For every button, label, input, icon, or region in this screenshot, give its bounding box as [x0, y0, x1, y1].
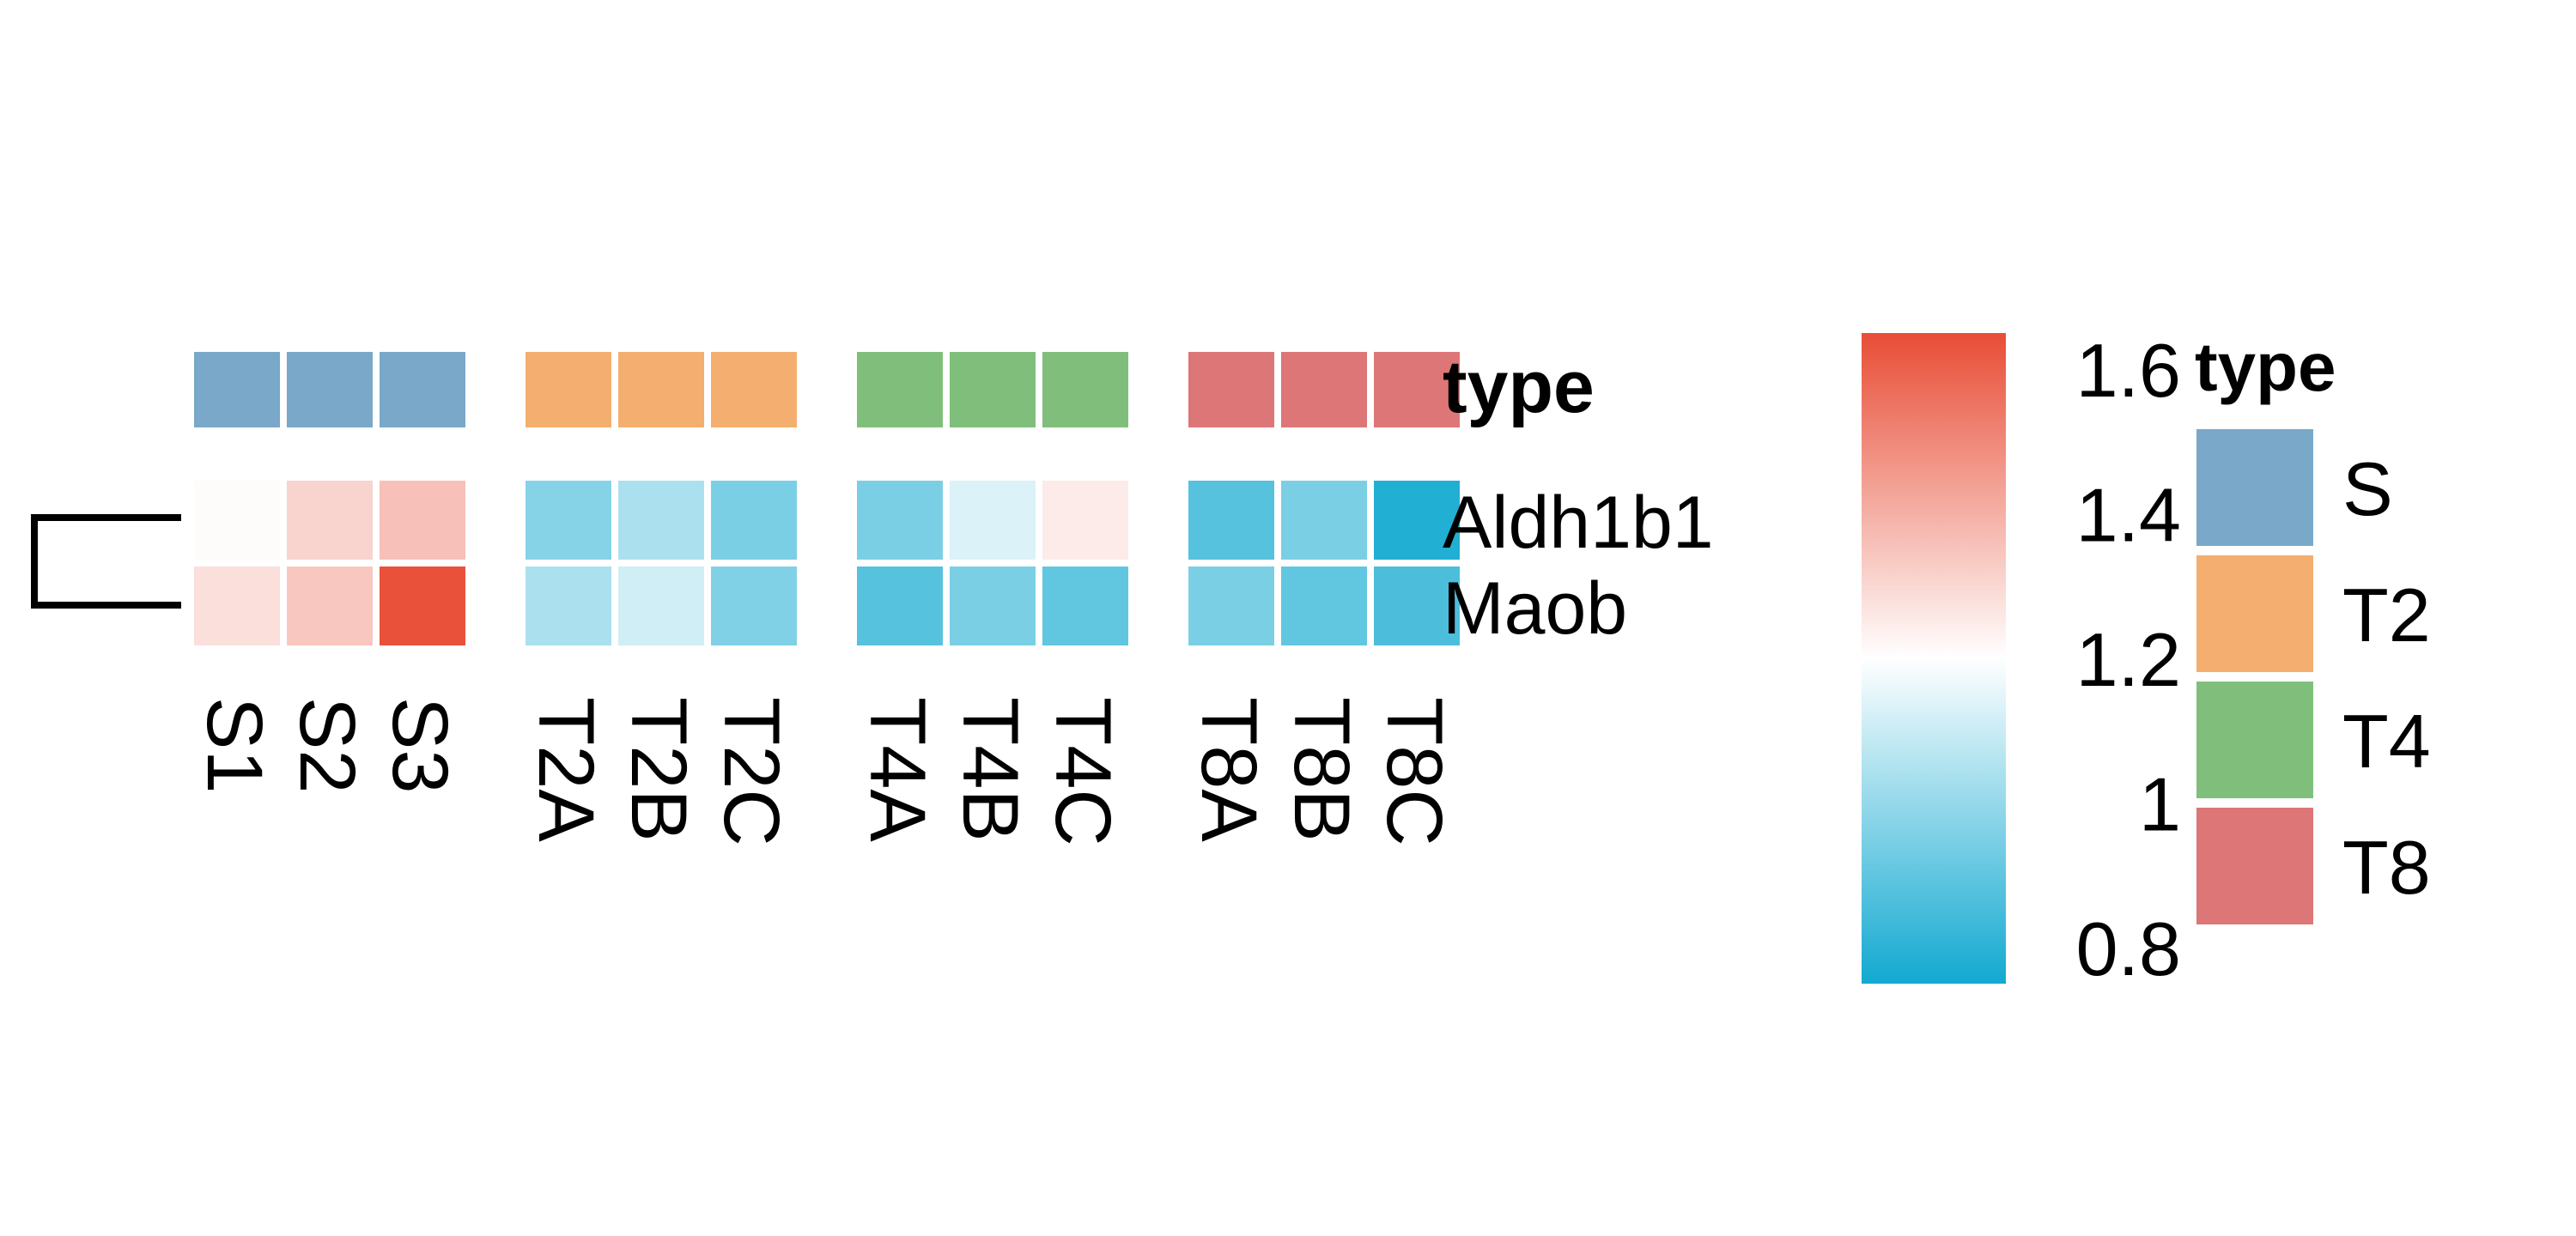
heatmap-cell-maob-s2 — [287, 566, 373, 645]
legend-label-t4: T4 — [2342, 699, 2431, 784]
column-label-t2c: T2C — [708, 697, 795, 846]
column-label-t2a: T2A — [522, 697, 610, 842]
heatmap-cell-aldh1b1-s3 — [380, 481, 465, 560]
heatmap-cell-maob-t2c — [711, 566, 797, 645]
annotation-cell-t8a — [1188, 352, 1274, 427]
annotation-cell-t2b — [618, 352, 704, 427]
annotation-cell-t2a — [526, 352, 611, 427]
heatmap-cell-aldh1b1-t4c — [1042, 481, 1128, 560]
legend-swatch-s — [2196, 429, 2313, 546]
heatmap-cell-maob-t4a — [857, 566, 943, 645]
column-label-t8c: T8C — [1370, 697, 1458, 846]
annotation-cell-s1 — [194, 352, 280, 427]
annotation-cell-t4c — [1042, 352, 1128, 427]
column-label-t8b: T8B — [1278, 697, 1365, 842]
heatmap-cell-aldh1b1-t8a — [1188, 481, 1274, 560]
annotation-cell-s2 — [287, 352, 373, 427]
heatmap-cell-maob-t8a — [1188, 566, 1274, 645]
annotation-cell-s3 — [380, 352, 465, 427]
heatmap-cell-maob-t8c — [1374, 566, 1460, 645]
column-label-t8a: T8A — [1185, 697, 1273, 842]
annotation-cell-t8b — [1281, 352, 1367, 427]
column-label-t4c: T4C — [1039, 697, 1127, 846]
heatmap-cell-maob-t4c — [1042, 566, 1128, 645]
annotation-cell-t4b — [950, 352, 1036, 427]
row-label-maob: Maob — [1443, 567, 1627, 650]
legend-label-t2: T2 — [2342, 573, 2431, 657]
legend-label-s: S — [2342, 446, 2393, 531]
heatmap-cell-maob-s3 — [380, 566, 465, 645]
heatmap-cell-maob-s1 — [194, 566, 280, 645]
heatmap-cell-maob-t8b — [1281, 566, 1367, 645]
heatmap-cell-aldh1b1-s2 — [287, 481, 373, 560]
legend-title: type — [2195, 329, 2336, 405]
heatmap-cell-aldh1b1-t2a — [526, 481, 611, 560]
scale-tick-1-4: 1.4 — [2076, 473, 2181, 558]
color-scale-bar — [1862, 333, 2006, 984]
legend-swatch-t8 — [2196, 808, 2313, 924]
type-legend: S T2 T4 T8 — [2196, 429, 2431, 924]
color-scale-ticks: 1.6 1.4 1.2 1 0.8 — [2076, 328, 2181, 991]
column-labels: S1 S2 S3 T2A T2B T2C T4A T4B T4C T8A T8B T8C — [191, 697, 1458, 846]
heatmap-cell-aldh1b1-t2c — [711, 481, 797, 560]
row-label-aldh1b1: Aldh1b1 — [1443, 482, 1714, 564]
heatmap-cell-aldh1b1-t8b — [1281, 481, 1367, 560]
column-label-s3: S3 — [376, 697, 464, 794]
column-label-t2b: T2B — [615, 697, 702, 842]
column-label-s1: S1 — [191, 697, 278, 794]
scale-tick-1: 1 — [2139, 761, 2181, 846]
legend-label-t8: T8 — [2342, 825, 2431, 910]
heatmap-cell-aldh1b1-t8c — [1374, 481, 1460, 560]
type-annotation-bar — [194, 352, 1460, 427]
heatmap-cell-maob-t2b — [618, 566, 704, 645]
scale-tick-1-2: 1.2 — [2076, 617, 2181, 702]
heatmap-cells — [194, 481, 1460, 645]
heatmap-cell-maob-t2a — [526, 566, 611, 645]
column-label-t4b: T4B — [946, 697, 1034, 842]
legend-swatch-t4 — [2196, 682, 2313, 798]
legend-swatch-t2 — [2196, 555, 2313, 672]
annotation-cell-t4a — [857, 352, 943, 427]
annotation-cell-t2c — [711, 352, 797, 427]
column-label-s2: S2 — [283, 697, 371, 794]
heatmap-cell-aldh1b1-t4a — [857, 481, 943, 560]
scale-tick-0-8: 0.8 — [2076, 906, 2181, 991]
heatmap-cell-aldh1b1-t2b — [618, 481, 704, 560]
heatmap-cell-maob-t4b — [950, 566, 1036, 645]
heatmap-cell-aldh1b1-t4b — [950, 481, 1036, 560]
column-label-t4a: T4A — [854, 697, 941, 842]
annotation-cell-t8c — [1374, 352, 1460, 427]
scale-tick-1-6: 1.6 — [2076, 328, 2181, 413]
annotation-row-label: type — [1443, 346, 1595, 428]
heatmap-cell-aldh1b1-s1 — [194, 481, 280, 560]
row-dendrogram — [31, 514, 181, 609]
